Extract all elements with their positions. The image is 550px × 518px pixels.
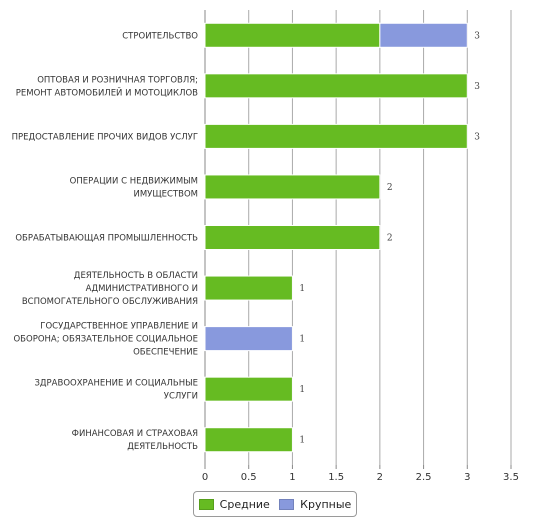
x-tick-label: 3.5	[503, 472, 519, 483]
legend-label-large: Крупные	[300, 497, 352, 511]
category-label: ГОСУДАРСТВЕННОЕ УПРАВЛЕНИЕ И ОБОРОНА; ОБЯ…	[13, 322, 198, 358]
data-label: 1	[299, 335, 305, 345]
data-label: 3	[474, 82, 480, 92]
bar-segment-large	[204, 326, 293, 352]
category-label: ЗДРАВООХРАНЕНИЕ И СОЦИАЛЬНЫЕ УСЛУГИ	[34, 379, 198, 402]
data-label: 1	[299, 436, 305, 446]
legend-item-large[interactable]: Крупные	[279, 498, 351, 511]
data-label: 3	[474, 132, 480, 142]
bar-segment-medium	[204, 123, 468, 149]
bar-segment-medium	[204, 376, 293, 402]
category-label: ОПЕРАЦИИ С НЕДВИЖИМЫМ ИМУЩЕСТВОМ	[70, 176, 198, 199]
legend-label-medium: Средние	[219, 497, 270, 511]
category-label: ДЕЯТЕЛЬНОСТЬ В ОБЛАСТИ АДМИНИСТРАТИВНОГО …	[22, 271, 198, 307]
x-tick-label: 1	[289, 472, 295, 483]
x-tick-label: 0	[202, 472, 208, 483]
data-label: 3	[474, 31, 480, 41]
x-tick-label: 2	[377, 472, 383, 483]
bar-segment-medium	[204, 427, 293, 453]
bar-segment-medium	[204, 174, 381, 200]
bar-chart: 0 0.5 1 1.5 2 2.5 3 3.5 3 СТРОИТЕЛЬСТВО 3 ОПТОВАЯ И…	[12, 10, 519, 483]
bar-segment-large	[379, 22, 468, 48]
x-tick-label: 2.5	[416, 472, 432, 483]
legend-swatch-large	[279, 498, 295, 510]
data-label: 2	[387, 234, 393, 244]
legend-item-medium[interactable]: Средние	[198, 497, 270, 511]
data-label: 1	[299, 284, 305, 294]
bar-segment-medium	[204, 73, 468, 99]
bar-segment-medium	[204, 275, 293, 301]
legend: Средние Крупные	[193, 491, 357, 517]
category-label: ФИНАНСОВАЯ И СТРАХОВАЯ ДЕЯТЕЛЬНОСТЬ	[72, 429, 199, 452]
data-label: 1	[299, 385, 305, 395]
x-tick-label: 0.5	[241, 472, 257, 483]
category-label: ОБРАБАТЫВАЮЩАЯ ПРОМЫШЛЕННОСТЬ	[15, 234, 198, 244]
bar-segment-medium	[204, 225, 381, 250]
data-label: 2	[387, 183, 393, 193]
category-label: ОПТОВАЯ И РОЗНИЧНАЯ ТОРГОВЛЯ; РЕМОНТ АВТО…	[16, 75, 198, 98]
x-tick-label: 3	[464, 472, 470, 483]
x-tick-label: 1.5	[328, 472, 344, 483]
legend-swatch-medium	[198, 498, 214, 510]
category-label: ПРЕДОСТАВЛЕНИЕ ПРОЧИХ ВИДОВ УСЛУГ	[12, 132, 198, 142]
category-label: СТРОИТЕЛЬСТВО	[122, 31, 198, 41]
bar-segment-medium	[204, 22, 381, 48]
